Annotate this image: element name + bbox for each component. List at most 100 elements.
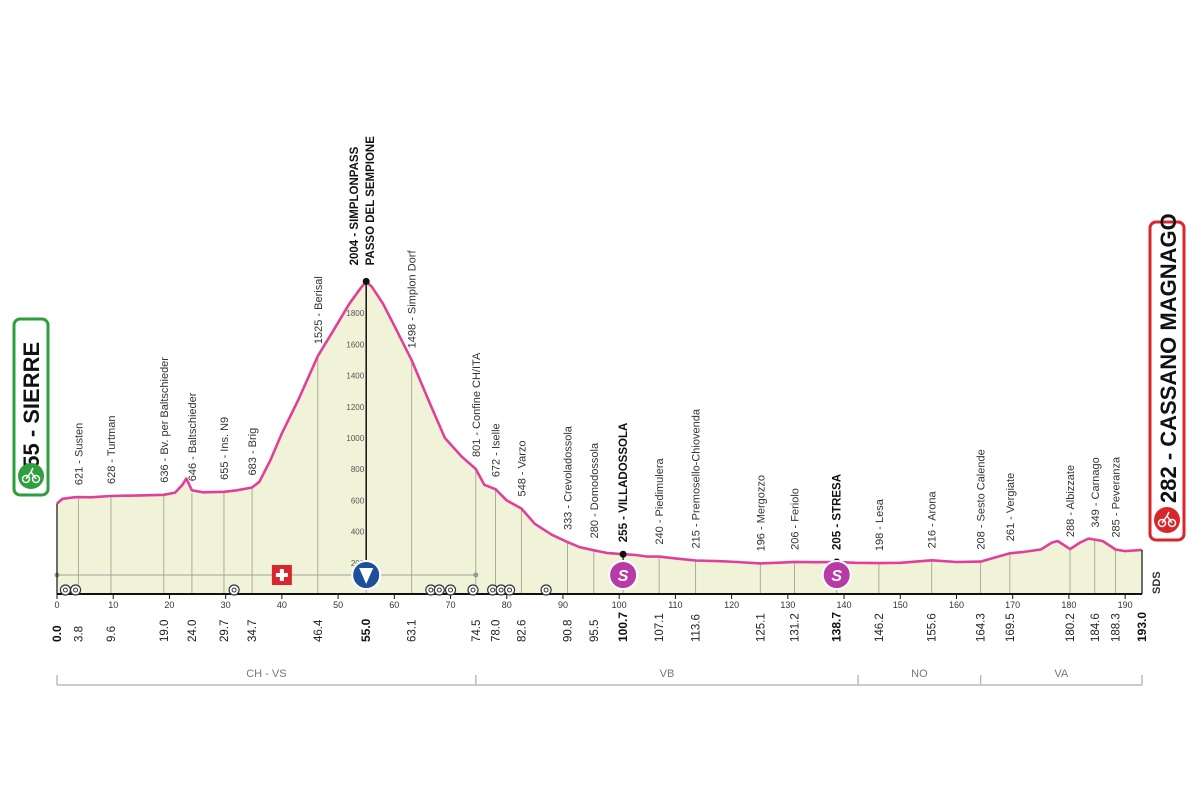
start-label: 555 - SIERRE xyxy=(19,342,44,480)
km-label: 107.1 xyxy=(654,613,666,642)
roundabout-icon-inner xyxy=(231,587,237,593)
roundabout-icon-inner xyxy=(498,587,504,593)
roundabout-icon xyxy=(467,584,479,596)
waypoint-label: 2004 - SIMPLONPASS xyxy=(349,146,361,265)
altitude-tick-label: 1000 xyxy=(346,434,364,443)
roundabout-icon-inner xyxy=(448,587,454,593)
waypoint-label: 621 - Susten xyxy=(73,423,85,485)
roundabout-icon xyxy=(444,584,457,596)
km-label: 24.0 xyxy=(187,620,199,642)
km-label: 180.2 xyxy=(1065,613,1077,642)
km-label: 146.2 xyxy=(874,613,886,642)
altitude-tick-label: 600 xyxy=(351,496,365,505)
sprint-icon xyxy=(608,560,639,590)
km-tick-label: 40 xyxy=(277,600,287,610)
start-cyclist-icon xyxy=(18,463,44,489)
waypoint-label: 216 - Arona xyxy=(927,491,939,549)
altitude-tick-label: 800 xyxy=(351,465,365,474)
km-tick-label: 140 xyxy=(837,600,852,610)
profile-area xyxy=(57,281,1142,594)
altitude-tick-label: 400 xyxy=(351,528,365,537)
km-tick-label: 10 xyxy=(108,600,118,610)
waypoint-label: 208 - Sesto Calende xyxy=(976,449,988,549)
waypoint-label: 215 - Premosello-Chiovenda xyxy=(691,408,703,548)
roundabout-icon-inner xyxy=(490,587,496,593)
km-tick-label: 190 xyxy=(1118,600,1133,610)
roundabout-icon-inner xyxy=(470,587,476,593)
waypoint-label: 672 - Iselle xyxy=(490,423,502,477)
waypoint-label: 548 - Varzo xyxy=(516,440,528,496)
start-badge xyxy=(12,317,50,497)
waypoint-label: 288 - Albizzate xyxy=(1065,465,1077,537)
km-tick-label: 50 xyxy=(333,600,343,610)
sds-logo: SDS xyxy=(1151,571,1163,594)
finish-cyclist-wheel xyxy=(1167,518,1177,528)
finish-km-label: 193.0 xyxy=(1135,612,1149,642)
waypoint-label: 646 - Baltschieder xyxy=(187,392,199,481)
roundabout-icon-inner xyxy=(73,587,79,593)
waypoint-label: 255 - VILLADOSSOLA xyxy=(618,423,630,543)
km-label: 155.6 xyxy=(927,613,939,642)
region-label: NO xyxy=(911,668,928,680)
km-label: 113.6 xyxy=(691,614,703,642)
sprint-icon xyxy=(821,560,852,590)
km-label: 125.1 xyxy=(755,613,767,642)
km-tick-label: 0 xyxy=(54,600,59,610)
swiss-flag-cross-h xyxy=(275,573,288,577)
region-label: VA xyxy=(1054,668,1069,680)
km-tick-label: 150 xyxy=(893,600,908,610)
km-label: 95.5 xyxy=(589,620,601,642)
waypoint-label: 628 - Turtman xyxy=(106,416,118,484)
km-label: 82.6 xyxy=(516,620,528,642)
km-tick-label: 20 xyxy=(164,600,174,610)
waypoint-label: 280 - Domodossola xyxy=(589,442,601,538)
start-cyclist-wheel xyxy=(21,474,31,484)
finish-badge xyxy=(1148,220,1186,542)
waypoint-label: 206 - Feriolo xyxy=(790,488,802,550)
km-label: 46.4 xyxy=(313,619,325,642)
sprint-icon-label: S xyxy=(618,568,629,585)
km-label: 34.7 xyxy=(247,620,259,642)
km-tick-label: 80 xyxy=(502,600,512,610)
km-tick-label: 30 xyxy=(221,600,231,610)
waypoint-label: 1498 - Simplon Dorf xyxy=(407,250,419,349)
road-border-dot xyxy=(473,572,479,578)
roundabout-icon-inner xyxy=(543,587,549,593)
altitude-tick-label: 1200 xyxy=(346,403,364,412)
km-label: 169.5 xyxy=(1005,613,1017,642)
roundabout-icon xyxy=(540,584,552,596)
region-label: VB xyxy=(660,668,675,680)
km-label: 90.8 xyxy=(562,620,574,642)
finish-cyclist-icon xyxy=(1154,507,1180,533)
waypoint-label: 1525 - Berisal xyxy=(313,276,325,344)
km-label: 131.2 xyxy=(790,613,802,642)
roundabout-icon-inner xyxy=(428,587,434,593)
roundabout-icon-inner xyxy=(62,587,68,593)
km-tick-label: 120 xyxy=(724,600,739,610)
km-tick-label: 170 xyxy=(1005,600,1020,610)
roundabout-icon xyxy=(228,584,240,596)
waypoint-label: 349 - Carnago xyxy=(1090,457,1102,527)
km-label: 55.0 xyxy=(359,618,373,642)
waypoint-label: 801 - Confine CH/ITA xyxy=(471,352,483,457)
km-tick-label: 130 xyxy=(780,600,795,610)
km-label: 3.8 xyxy=(73,626,85,642)
start-cyclist-frame xyxy=(25,467,37,480)
finish-cyclist-wheel xyxy=(1157,518,1167,528)
finish-cyclist-frame xyxy=(1161,511,1173,524)
km-label: 164.3 xyxy=(976,613,988,642)
region-label: CH - VS xyxy=(246,668,286,680)
roundabout-icon-inner xyxy=(436,587,442,593)
waypoint-label: 261 - Vergiate xyxy=(1005,473,1017,542)
altitude-tick-label: 1400 xyxy=(346,372,364,381)
km-label: 63.1 xyxy=(407,620,419,642)
waypoint-label: 636 - Bv. per Baltschieder xyxy=(159,357,171,483)
waypoint-label: 655 - Ins. N9 xyxy=(219,417,231,480)
km-tick-label: 160 xyxy=(949,600,964,610)
altitude-tick-label: 1800 xyxy=(346,309,364,318)
waypoint-label: 205 - STRESA xyxy=(832,474,844,550)
start-cyclist-wheel xyxy=(31,474,41,484)
waypoint-label-2: PASSO DEL SEMPIONE xyxy=(365,136,377,266)
waypoint-label: 240 - Piedimulera xyxy=(654,457,666,544)
